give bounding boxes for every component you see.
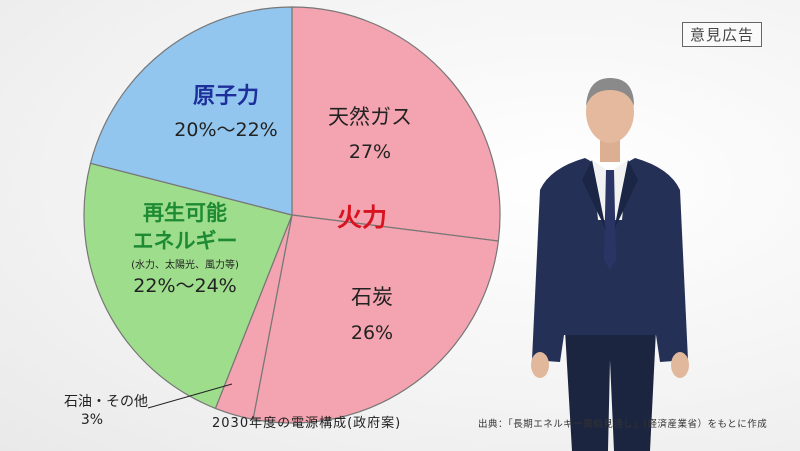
slice-label-coal-name: 石炭 <box>351 285 393 309</box>
slice-label-coal-value: 26% <box>351 322 393 344</box>
pie-slice-renewable <box>83 162 293 410</box>
chart-caption: 2030年度の電源構成(政府案) <box>212 416 402 431</box>
pie-slice-gas <box>291 6 501 242</box>
group-label-fossil: 火力 <box>337 203 387 232</box>
slice-label-nuclear-value: 20%〜22% <box>174 119 277 141</box>
pie-slice-nuclear <box>89 6 293 216</box>
slice-label-renewable-value: 22%〜24% <box>133 275 236 297</box>
presenter-figure <box>531 78 689 451</box>
slice-label-gas-value: 27% <box>349 141 391 163</box>
slice-label-nuclear-name: 原子力 <box>193 84 259 109</box>
slice-label-gas-name: 天然ガス <box>328 105 412 129</box>
source-note: 出典：「長期エネルギー需給見通し」(経済産業省）をもとに作成 <box>478 419 768 430</box>
ad-badge: 意見広告 <box>681 22 762 47</box>
slice-label-oil-name: 石油・その他 <box>64 394 148 410</box>
oil-leader-line <box>147 383 233 409</box>
slice-label-renewable-name1: 再生可能 <box>143 201 227 225</box>
pie-slice-coal <box>252 214 500 424</box>
slice-label-renewable-note: (水力、太陽光、風力等) <box>131 258 239 271</box>
slice-label-oil-value: 3% <box>81 412 103 428</box>
slice-label-renewable-name2: エネルギー <box>133 229 238 253</box>
